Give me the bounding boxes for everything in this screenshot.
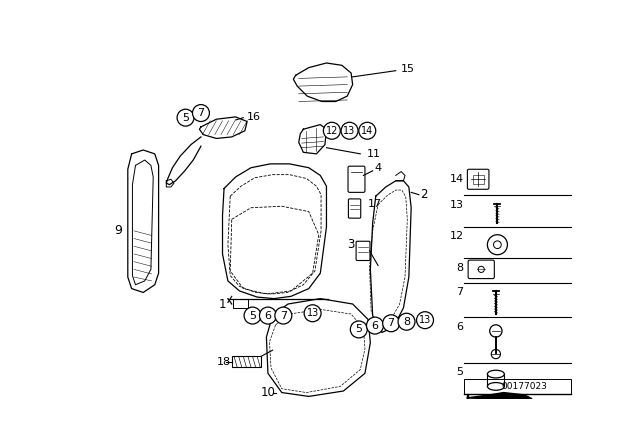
Text: 14: 14 xyxy=(449,174,463,184)
Text: 5: 5 xyxy=(355,324,362,334)
Circle shape xyxy=(259,307,276,324)
Text: 17: 17 xyxy=(368,199,382,209)
Polygon shape xyxy=(467,394,468,399)
Text: 00177023: 00177023 xyxy=(501,382,547,391)
Text: 2: 2 xyxy=(420,188,428,201)
Circle shape xyxy=(359,122,376,139)
Text: 8: 8 xyxy=(456,263,463,273)
Text: 3: 3 xyxy=(348,238,355,251)
Bar xyxy=(232,299,248,308)
Circle shape xyxy=(383,315,399,332)
Circle shape xyxy=(350,321,367,338)
Text: 7: 7 xyxy=(388,318,395,328)
Text: 4: 4 xyxy=(374,163,381,173)
Text: 6: 6 xyxy=(264,310,271,321)
Circle shape xyxy=(398,313,415,330)
Text: 5: 5 xyxy=(249,310,256,321)
Bar xyxy=(232,356,261,367)
Circle shape xyxy=(275,307,292,324)
Text: 8: 8 xyxy=(403,317,410,327)
Circle shape xyxy=(193,104,209,121)
Text: 6: 6 xyxy=(456,322,463,332)
Text: 13: 13 xyxy=(419,315,431,325)
Text: 5: 5 xyxy=(182,112,189,123)
Text: 9: 9 xyxy=(115,224,122,237)
Text: 11: 11 xyxy=(367,149,381,159)
Text: 16: 16 xyxy=(247,112,261,122)
Text: 7: 7 xyxy=(456,288,463,297)
Polygon shape xyxy=(467,392,532,399)
Circle shape xyxy=(323,122,340,139)
Text: 12: 12 xyxy=(326,126,338,136)
Circle shape xyxy=(244,307,261,324)
Circle shape xyxy=(304,305,321,322)
Circle shape xyxy=(417,312,433,329)
Bar xyxy=(463,379,572,394)
Circle shape xyxy=(177,109,194,126)
Circle shape xyxy=(341,122,358,139)
Text: 6: 6 xyxy=(371,321,378,331)
Text: 13: 13 xyxy=(344,126,356,136)
Text: 14: 14 xyxy=(361,126,373,136)
Text: 18: 18 xyxy=(216,357,230,367)
Text: 13: 13 xyxy=(449,200,463,210)
Bar xyxy=(473,175,484,184)
Circle shape xyxy=(367,317,383,334)
Text: 15: 15 xyxy=(401,64,415,74)
Text: 12: 12 xyxy=(449,231,463,241)
Text: 7: 7 xyxy=(280,310,287,321)
Text: 7: 7 xyxy=(197,108,205,118)
Text: 1: 1 xyxy=(219,297,227,310)
Text: 10: 10 xyxy=(260,386,275,399)
Text: 5: 5 xyxy=(456,367,463,377)
Text: 13: 13 xyxy=(307,308,319,318)
